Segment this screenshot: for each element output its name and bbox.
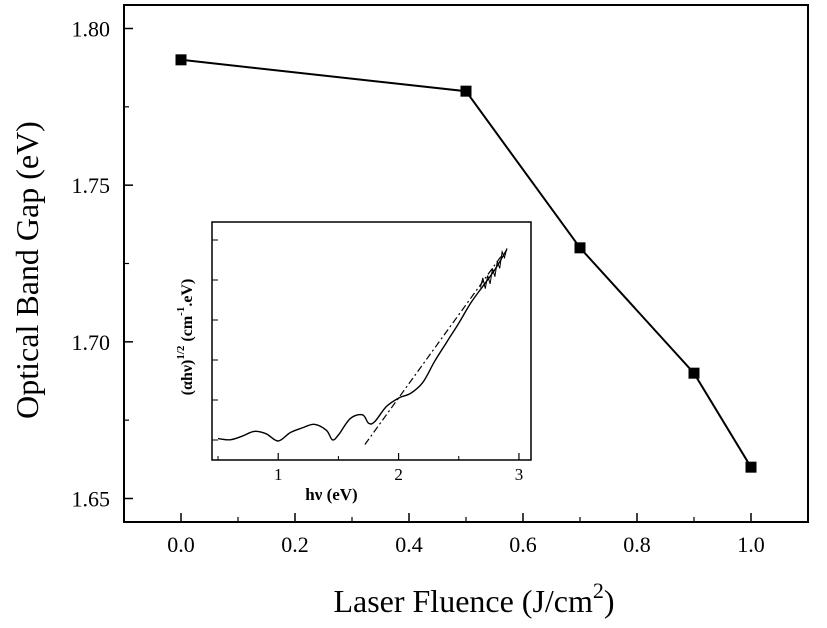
main-axes: 0.0 0.2 0.4 0.6 0.8 1.0 1.65 1.70 1.75 1.80 — [72, 4, 809, 557]
x-tick-label: 0.0 — [167, 532, 195, 557]
inset-x-axis-title: hν (eV) — [305, 485, 357, 504]
x-tick-label: 0.2 — [281, 532, 309, 557]
x-axis-title-end: ) — [604, 583, 615, 619]
x-tick-label: 1.0 — [737, 532, 765, 557]
y-tick-label: 1.65 — [72, 487, 111, 512]
data-point-marker — [460, 85, 472, 97]
inset-x-tick-label: 3 — [515, 465, 524, 484]
x-tick-label: 0.6 — [509, 532, 537, 557]
main-series — [175, 54, 757, 473]
inset-x-tick-label: 1 — [274, 465, 283, 484]
x-axis-title-sup: 2 — [593, 578, 604, 603]
inset-x-tick-label: 2 — [394, 465, 403, 484]
x-axis-title: Laser Fluence (J/cm2) — [333, 578, 614, 619]
inset-y-axis-title-part: -1 — [175, 307, 187, 316]
x-tick-label: 0.4 — [395, 532, 423, 557]
inset-spectrum-noise — [479, 248, 508, 289]
data-point-marker — [688, 367, 700, 379]
data-point-marker — [574, 242, 586, 254]
y-tick-label: 1.80 — [72, 17, 111, 42]
inset-plot: 1 2 3 hν (eV) (αhν)1/2 (cm-1.eV) — [175, 221, 532, 504]
data-point-marker — [745, 461, 757, 473]
y-tick-label: 1.70 — [72, 330, 111, 355]
data-point-marker — [175, 54, 187, 66]
inset-frame — [211, 221, 532, 461]
inset-y-axis-title-part: (αhν) — [179, 360, 196, 396]
inset-y-axis-title: (αhν)1/2 (cm-1.eV) — [175, 279, 196, 396]
inset-y-axis-title-part: 1/2 — [175, 345, 187, 360]
inset-tauc-fit-line — [364, 256, 502, 445]
inset-spectrum-curve — [217, 249, 508, 442]
inset-y-axis-title-part: (cm — [179, 315, 196, 345]
x-tick-label: 0.8 — [623, 532, 651, 557]
y-axis-title: Optical Band Gap (eV) — [9, 121, 45, 419]
x-axis-title-main: Laser Fluence (J/cm — [333, 583, 593, 619]
inset-y-axis-title-part: .eV) — [179, 279, 196, 307]
y-tick-label: 1.75 — [72, 173, 111, 198]
